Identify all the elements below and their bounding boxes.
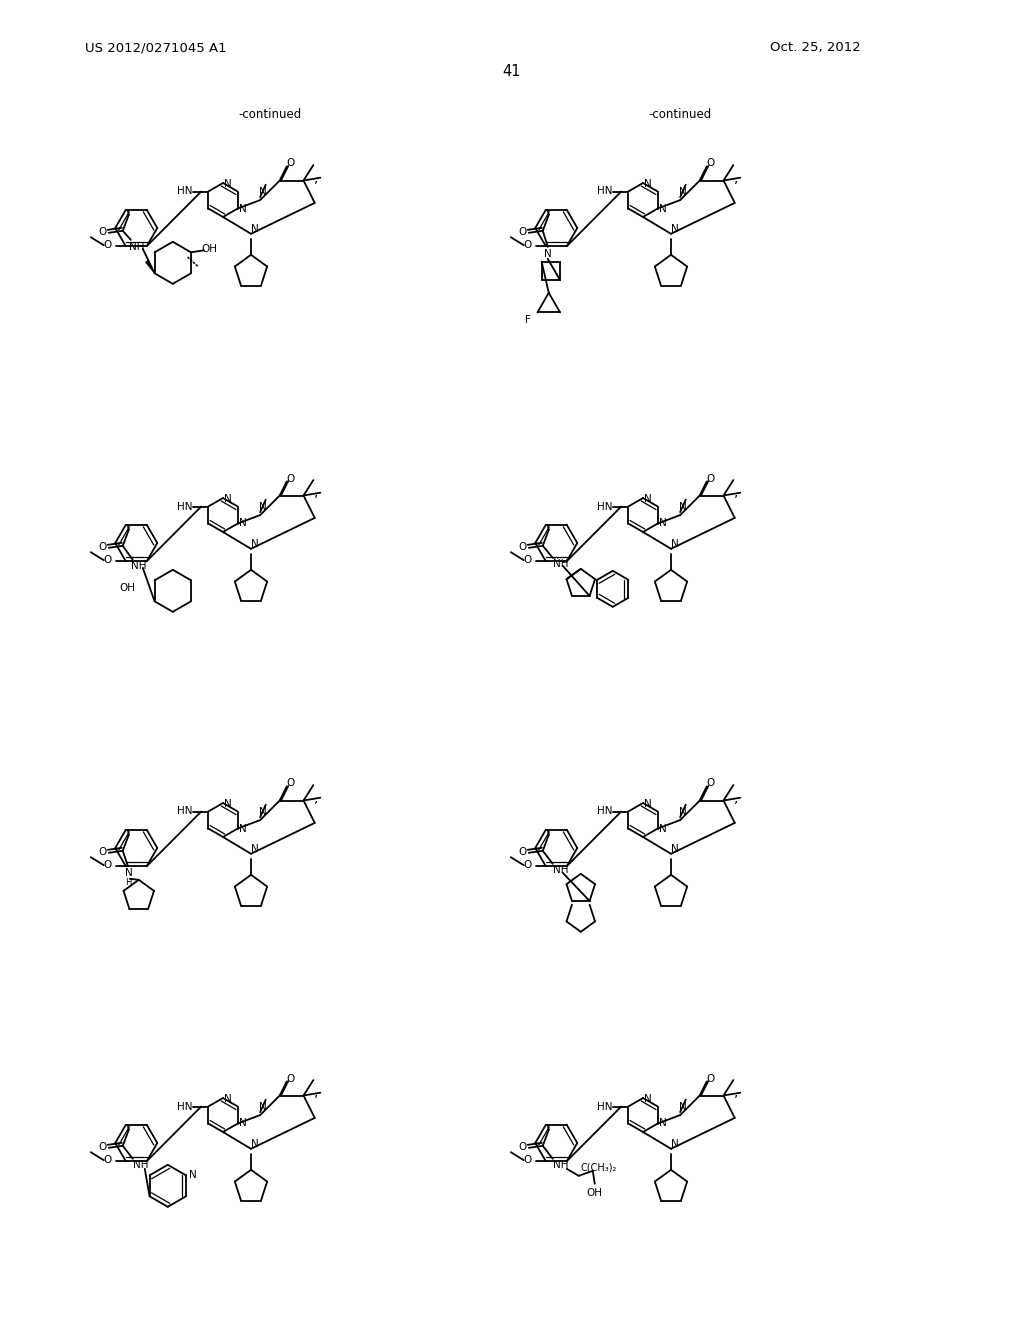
Text: N: N (224, 1094, 231, 1104)
Text: O: O (707, 474, 715, 483)
Text: N: N (239, 519, 247, 528)
Text: O: O (103, 1155, 112, 1166)
Text: O: O (98, 847, 106, 857)
Text: HN: HN (597, 502, 612, 511)
Text: ,: , (734, 170, 738, 185)
Text: O: O (523, 861, 531, 870)
Text: O: O (707, 779, 715, 788)
Text: ,: , (734, 1085, 738, 1100)
Text: NH: NH (129, 242, 144, 252)
Text: ,: , (314, 486, 318, 499)
Text: ,: , (314, 791, 318, 804)
Text: N: N (239, 1118, 247, 1129)
Text: N: N (644, 1094, 652, 1104)
Text: N: N (658, 519, 667, 528)
Text: HN: HN (597, 807, 612, 817)
Text: US 2012/0271045 A1: US 2012/0271045 A1 (85, 41, 226, 54)
Text: N: N (259, 502, 267, 512)
Text: HN: HN (177, 807, 193, 817)
Text: O: O (518, 847, 527, 857)
Text: N: N (658, 203, 667, 214)
Text: HN: HN (597, 186, 612, 197)
Text: N: N (644, 799, 652, 809)
Text: O: O (523, 240, 531, 251)
Text: N: N (671, 1139, 679, 1148)
Text: N: N (189, 1171, 197, 1180)
Text: O: O (103, 861, 112, 870)
Text: N: N (251, 843, 259, 854)
Text: O: O (518, 227, 527, 236)
Text: OH: OH (587, 1188, 603, 1197)
Text: O: O (98, 227, 106, 236)
Text: N: N (251, 1139, 259, 1148)
Text: N: N (224, 494, 231, 504)
Text: O: O (707, 158, 715, 169)
Text: O: O (518, 541, 527, 552)
Text: -continued: -continued (239, 108, 302, 121)
Text: N: N (259, 187, 267, 197)
Text: O: O (98, 541, 106, 552)
Text: N: N (679, 1102, 687, 1111)
Text: NH: NH (553, 558, 568, 569)
Text: O: O (287, 158, 295, 169)
Text: O: O (707, 1073, 715, 1084)
Text: N: N (644, 180, 652, 189)
Text: N: N (679, 807, 687, 817)
Text: F: F (524, 315, 530, 325)
Text: NH: NH (133, 1160, 148, 1170)
Text: NH: NH (131, 561, 146, 570)
Text: N: N (239, 203, 247, 214)
Text: N: N (671, 539, 679, 549)
Text: N: N (644, 494, 652, 504)
Text: OH: OH (120, 583, 136, 593)
Text: N: N (251, 224, 259, 234)
Text: N: N (658, 824, 667, 833)
Text: HN: HN (597, 1101, 612, 1111)
Text: HN: HN (177, 186, 193, 197)
Text: N: N (224, 799, 231, 809)
Text: O: O (98, 1142, 106, 1152)
Text: O: O (287, 474, 295, 483)
Text: N: N (239, 824, 247, 833)
Text: 41: 41 (503, 65, 521, 79)
Text: ,: , (734, 791, 738, 804)
Polygon shape (145, 260, 155, 273)
Text: N: N (671, 843, 679, 854)
Text: O: O (518, 1142, 527, 1152)
Text: O: O (523, 1155, 531, 1166)
Text: N: N (679, 502, 687, 512)
Text: N: N (544, 248, 552, 259)
Text: -continued: -continued (648, 108, 712, 121)
Text: N: N (679, 187, 687, 197)
Text: N: N (125, 867, 133, 878)
Text: N: N (671, 224, 679, 234)
Text: O: O (287, 779, 295, 788)
Text: C(CH₃)₂: C(CH₃)₂ (581, 1163, 617, 1172)
Text: ,: , (314, 1085, 318, 1100)
Text: N: N (251, 539, 259, 549)
Text: O: O (103, 556, 112, 565)
Text: O: O (103, 240, 112, 251)
Text: N: N (259, 1102, 267, 1111)
Text: Oct. 25, 2012: Oct. 25, 2012 (770, 41, 861, 54)
Text: O: O (523, 556, 531, 565)
Text: H: H (126, 878, 132, 887)
Text: NH: NH (553, 865, 568, 875)
Text: ,: , (734, 486, 738, 499)
Text: HN: HN (177, 1101, 193, 1111)
Text: O: O (287, 1073, 295, 1084)
Text: N: N (224, 180, 231, 189)
Text: N: N (658, 1118, 667, 1129)
Text: N: N (259, 807, 267, 817)
Text: ···: ··· (551, 556, 559, 565)
Text: OH: OH (201, 244, 217, 255)
Text: HN: HN (177, 502, 193, 511)
Text: NH: NH (553, 1160, 568, 1170)
Text: ,: , (314, 170, 318, 185)
